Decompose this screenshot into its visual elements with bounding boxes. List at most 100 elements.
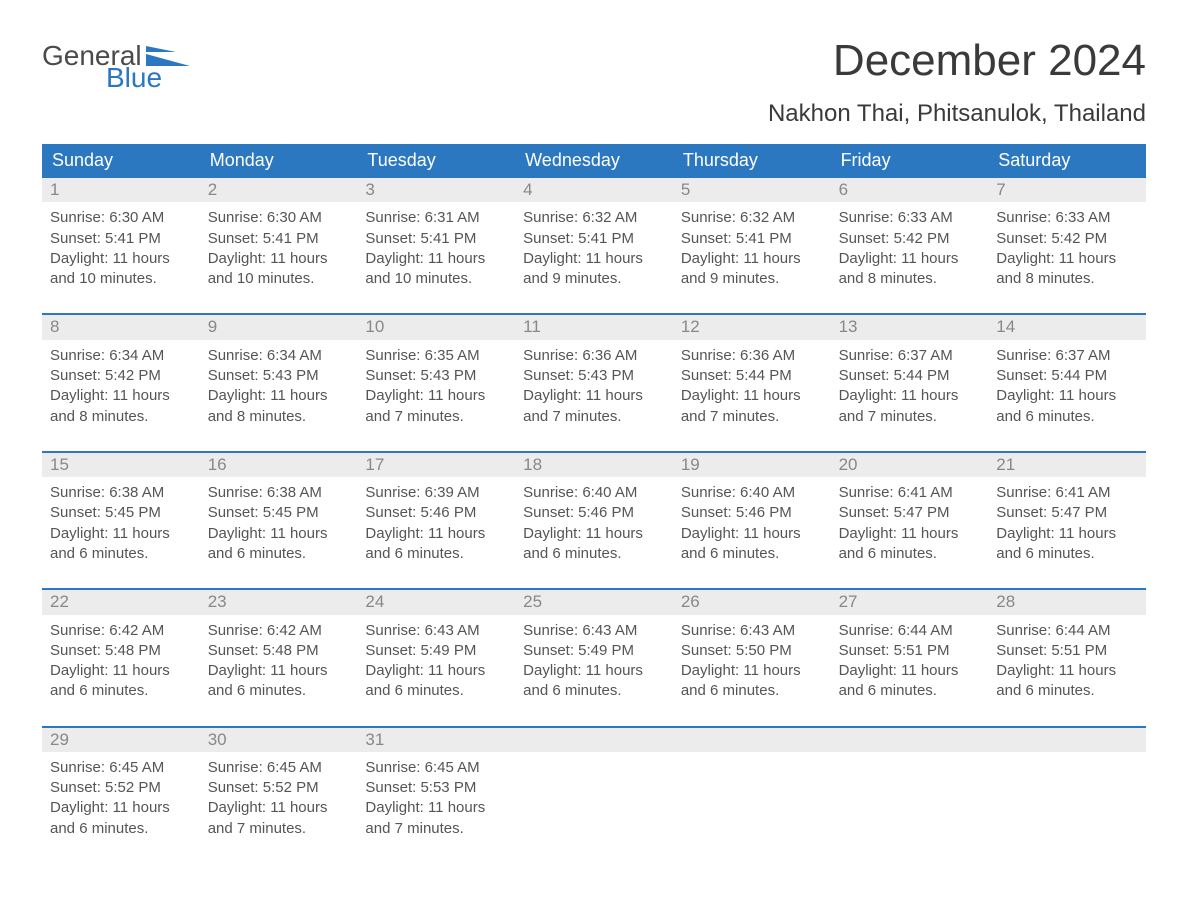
day-header-saturday: Saturday: [988, 144, 1146, 178]
daylight-text: Daylight: 11 hours and 6 minutes.: [996, 661, 1138, 702]
day-number: 1: [42, 178, 200, 202]
day-content: Sunrise: 6:45 AMSunset: 5:52 PMDaylight:…: [42, 752, 200, 841]
day-content: Sunrise: 6:43 AMSunset: 5:50 PMDaylight:…: [673, 615, 831, 704]
day-content: Sunrise: 6:36 AMSunset: 5:43 PMDaylight:…: [515, 340, 673, 429]
sunset-text: Sunset: 5:52 PM: [208, 778, 350, 798]
day-content: Sunrise: 6:44 AMSunset: 5:51 PMDaylight:…: [831, 615, 989, 704]
day-number: 8: [42, 315, 200, 339]
daylight-text: Daylight: 11 hours and 8 minutes.: [996, 249, 1138, 290]
daylight-text: Daylight: 11 hours and 6 minutes.: [208, 661, 350, 702]
day-number: 28: [988, 590, 1146, 614]
sunrise-text: Sunrise: 6:42 AM: [208, 621, 350, 641]
sunset-text: Sunset: 5:48 PM: [50, 641, 192, 661]
day-content: Sunrise: 6:30 AMSunset: 5:41 PMDaylight:…: [42, 202, 200, 291]
day-number: 5: [673, 178, 831, 202]
day-content: Sunrise: 6:41 AMSunset: 5:47 PMDaylight:…: [988, 477, 1146, 566]
sunset-text: Sunset: 5:47 PM: [839, 503, 981, 523]
day-cell: 12Sunrise: 6:36 AMSunset: 5:44 PMDayligh…: [673, 315, 831, 428]
sunrise-text: Sunrise: 6:30 AM: [208, 208, 350, 228]
daylight-text: Daylight: 11 hours and 7 minutes.: [681, 386, 823, 427]
daylight-text: Daylight: 11 hours and 10 minutes.: [208, 249, 350, 290]
sunset-text: Sunset: 5:45 PM: [208, 503, 350, 523]
day-number: 17: [357, 453, 515, 477]
day-content: Sunrise: 6:38 AMSunset: 5:45 PMDaylight:…: [42, 477, 200, 566]
day-content: Sunrise: 6:42 AMSunset: 5:48 PMDaylight:…: [42, 615, 200, 704]
day-cell: 18Sunrise: 6:40 AMSunset: 5:46 PMDayligh…: [515, 453, 673, 566]
daylight-text: Daylight: 11 hours and 6 minutes.: [996, 386, 1138, 427]
day-content: Sunrise: 6:38 AMSunset: 5:45 PMDaylight:…: [200, 477, 358, 566]
day-content: Sunrise: 6:32 AMSunset: 5:41 PMDaylight:…: [673, 202, 831, 291]
week-spacer: [42, 566, 1146, 588]
sunset-text: Sunset: 5:51 PM: [839, 641, 981, 661]
day-number: 9: [200, 315, 358, 339]
day-content: Sunrise: 6:42 AMSunset: 5:48 PMDaylight:…: [200, 615, 358, 704]
day-content: Sunrise: 6:35 AMSunset: 5:43 PMDaylight:…: [357, 340, 515, 429]
day-header-monday: Monday: [200, 144, 358, 178]
day-number: 10: [357, 315, 515, 339]
day-cell: 7Sunrise: 6:33 AMSunset: 5:42 PMDaylight…: [988, 178, 1146, 291]
calendar: Sunday Monday Tuesday Wednesday Thursday…: [42, 144, 1146, 841]
week-spacer: [42, 704, 1146, 726]
daylight-text: Daylight: 11 hours and 6 minutes.: [208, 524, 350, 565]
sunset-text: Sunset: 5:43 PM: [208, 366, 350, 386]
day-cell: 8Sunrise: 6:34 AMSunset: 5:42 PMDaylight…: [42, 315, 200, 428]
sunset-text: Sunset: 5:51 PM: [996, 641, 1138, 661]
day-cell: 15Sunrise: 6:38 AMSunset: 5:45 PMDayligh…: [42, 453, 200, 566]
sunrise-text: Sunrise: 6:42 AM: [50, 621, 192, 641]
sunrise-text: Sunrise: 6:32 AM: [523, 208, 665, 228]
sunrise-text: Sunrise: 6:34 AM: [50, 346, 192, 366]
title-block: December 2024 Nakhon Thai, Phitsanulok, …: [768, 36, 1146, 128]
sunrise-text: Sunrise: 6:44 AM: [996, 621, 1138, 641]
location-subtitle: Nakhon Thai, Phitsanulok, Thailand: [768, 100, 1146, 128]
daylight-text: Daylight: 11 hours and 10 minutes.: [365, 249, 507, 290]
day-number: 24: [357, 590, 515, 614]
sunset-text: Sunset: 5:43 PM: [523, 366, 665, 386]
sunrise-text: Sunrise: 6:45 AM: [365, 758, 507, 778]
sunrise-text: Sunrise: 6:34 AM: [208, 346, 350, 366]
day-number: 16: [200, 453, 358, 477]
daylight-text: Daylight: 11 hours and 6 minutes.: [365, 524, 507, 565]
sunrise-text: Sunrise: 6:37 AM: [996, 346, 1138, 366]
day-cell: 3Sunrise: 6:31 AMSunset: 5:41 PMDaylight…: [357, 178, 515, 291]
day-number: 25: [515, 590, 673, 614]
day-number: 15: [42, 453, 200, 477]
day-cell: 20Sunrise: 6:41 AMSunset: 5:47 PMDayligh…: [831, 453, 989, 566]
day-cell: 2Sunrise: 6:30 AMSunset: 5:41 PMDaylight…: [200, 178, 358, 291]
day-content: Sunrise: 6:34 AMSunset: 5:43 PMDaylight:…: [200, 340, 358, 429]
day-content: Sunrise: 6:30 AMSunset: 5:41 PMDaylight:…: [200, 202, 358, 291]
sunrise-text: Sunrise: 6:38 AM: [208, 483, 350, 503]
sunset-text: Sunset: 5:46 PM: [681, 503, 823, 523]
sunset-text: Sunset: 5:46 PM: [365, 503, 507, 523]
day-number: 6: [831, 178, 989, 202]
sunset-text: Sunset: 5:41 PM: [681, 229, 823, 249]
sunrise-text: Sunrise: 6:39 AM: [365, 483, 507, 503]
day-number: 29: [42, 728, 200, 752]
sunrise-text: Sunrise: 6:33 AM: [839, 208, 981, 228]
sunrise-text: Sunrise: 6:40 AM: [523, 483, 665, 503]
day-number: 4: [515, 178, 673, 202]
day-cell: 1Sunrise: 6:30 AMSunset: 5:41 PMDaylight…: [42, 178, 200, 291]
sunset-text: Sunset: 5:42 PM: [996, 229, 1138, 249]
sunset-text: Sunset: 5:44 PM: [996, 366, 1138, 386]
day-cell: [515, 728, 673, 841]
day-cell: 30Sunrise: 6:45 AMSunset: 5:52 PMDayligh…: [200, 728, 358, 841]
sunrise-text: Sunrise: 6:43 AM: [523, 621, 665, 641]
daylight-text: Daylight: 11 hours and 6 minutes.: [365, 661, 507, 702]
day-cell: 11Sunrise: 6:36 AMSunset: 5:43 PMDayligh…: [515, 315, 673, 428]
week-row: 1Sunrise: 6:30 AMSunset: 5:41 PMDaylight…: [42, 178, 1146, 291]
day-number: 11: [515, 315, 673, 339]
daylight-text: Daylight: 11 hours and 6 minutes.: [50, 798, 192, 839]
day-content: Sunrise: 6:31 AMSunset: 5:41 PMDaylight:…: [357, 202, 515, 291]
day-number: [673, 728, 831, 752]
day-cell: 27Sunrise: 6:44 AMSunset: 5:51 PMDayligh…: [831, 590, 989, 703]
day-content: Sunrise: 6:33 AMSunset: 5:42 PMDaylight:…: [831, 202, 989, 291]
day-number: 23: [200, 590, 358, 614]
sunset-text: Sunset: 5:43 PM: [365, 366, 507, 386]
week-spacer: [42, 291, 1146, 313]
day-cell: [673, 728, 831, 841]
sunset-text: Sunset: 5:44 PM: [681, 366, 823, 386]
sunset-text: Sunset: 5:47 PM: [996, 503, 1138, 523]
day-cell: 10Sunrise: 6:35 AMSunset: 5:43 PMDayligh…: [357, 315, 515, 428]
day-cell: [988, 728, 1146, 841]
day-number: 20: [831, 453, 989, 477]
